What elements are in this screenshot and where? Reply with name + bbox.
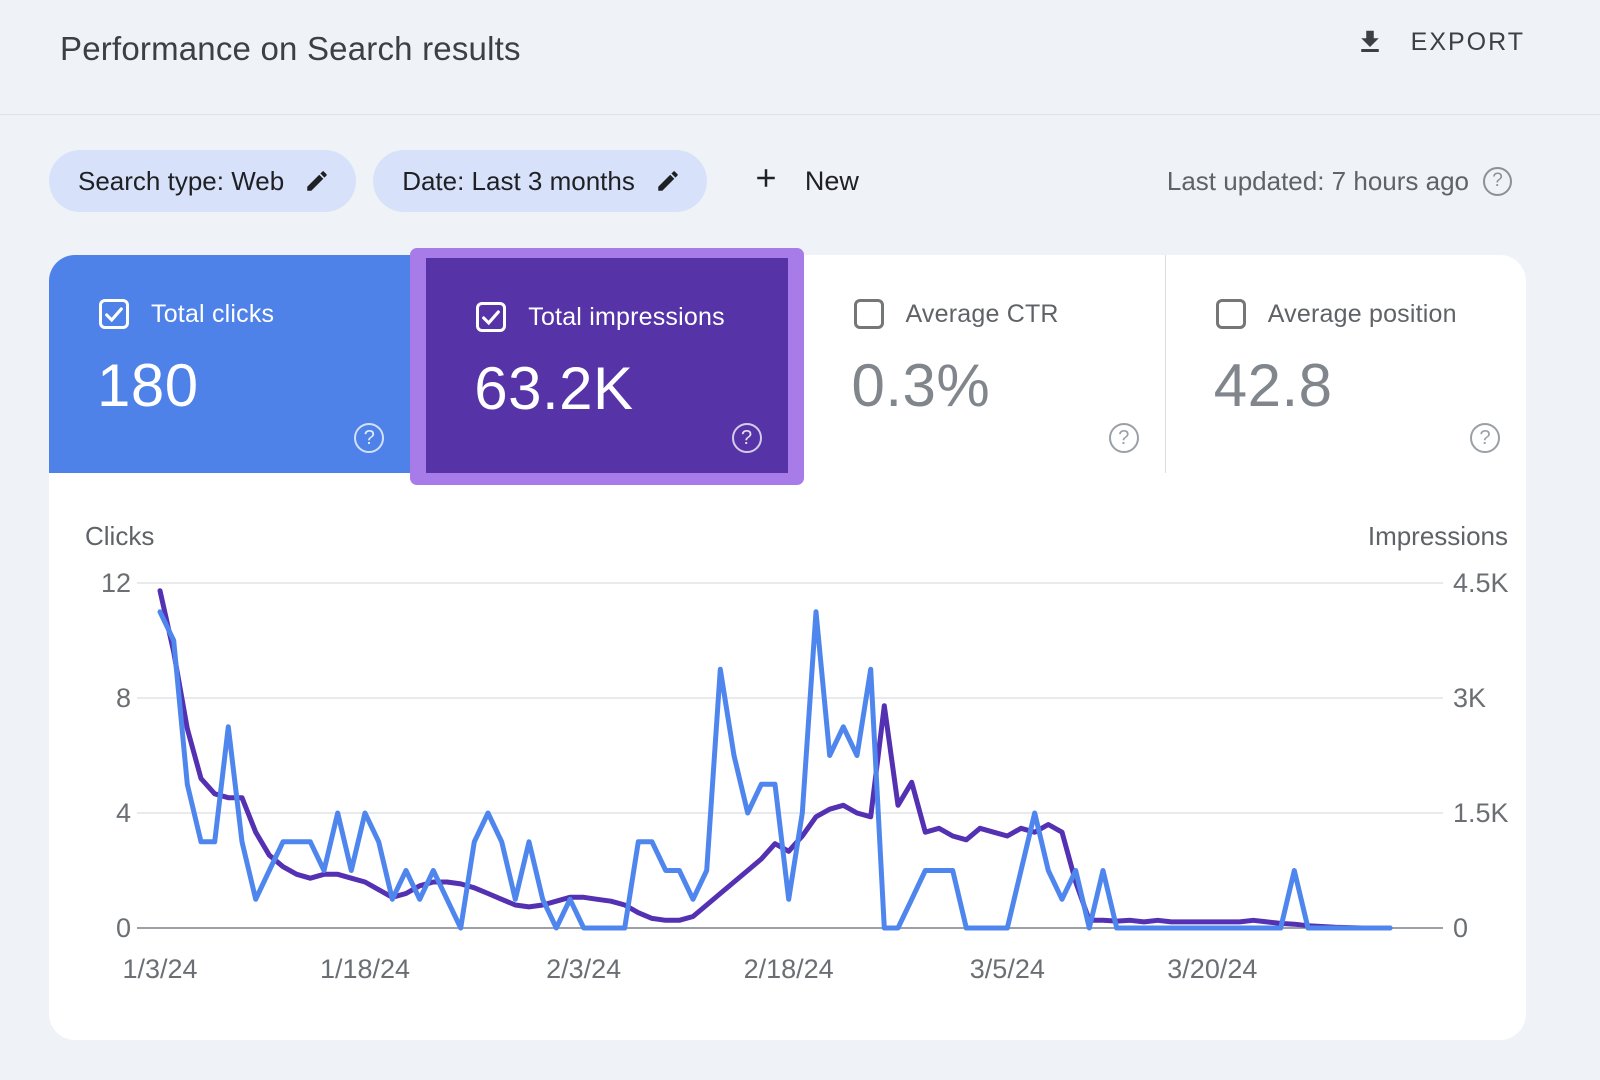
average-ctr-slot: Average CTR 0.3% ? — [803, 255, 1165, 473]
average-position-checkbox[interactable] — [1215, 299, 1246, 329]
date-filter-chip[interactable]: Date: Last 3 months — [373, 150, 707, 212]
total-clicks-slot: Total clicks 180 ? — [49, 255, 411, 473]
help-icon[interactable]: ? — [1108, 423, 1139, 453]
average-ctr-label: Average CTR — [905, 299, 1059, 328]
right-axis-title: Impressions — [1367, 521, 1508, 551]
help-icon[interactable]: ? — [731, 423, 762, 453]
export-button[interactable]: EXPORT — [1349, 26, 1531, 58]
average-position-value: 42.8 — [1213, 352, 1333, 419]
checkmark-icon — [105, 307, 123, 323]
average-ctr-value: 0.3% — [851, 352, 991, 419]
x-axis-tick: 3/5/24 — [969, 954, 1045, 984]
last-updated-text: Last updated: 7 hours ago — [1166, 165, 1469, 196]
metric-cards-row: Total clicks 180 ? Total impressions 63.… — [49, 248, 1526, 485]
average-position-slot: Average position 42.8 ? — [1164, 255, 1526, 473]
header: Performance on Search results EXPORT — [0, 0, 1600, 115]
search-type-chip-label: Search type: Web — [78, 165, 285, 196]
average-position-label: Average position — [1267, 299, 1457, 328]
date-filter-chip-label: Date: Last 3 months — [402, 165, 635, 196]
total-impressions-card[interactable]: Total impressions 63.2K ? — [426, 258, 788, 473]
right-axis-tick: 1.5K — [1453, 798, 1509, 828]
checkmark-icon — [482, 310, 501, 326]
total-clicks-label: Total clicks — [151, 299, 275, 328]
total-clicks-card[interactable]: Total clicks 180 ? — [49, 255, 411, 473]
average-position-card[interactable]: Average position 42.8 ? — [1164, 255, 1526, 473]
page-title: Performance on Search results — [60, 30, 521, 67]
toolbar: Search type: Web Date: Last 3 months New… — [49, 150, 1526, 212]
average-ctr-card[interactable]: Average CTR 0.3% ? — [803, 255, 1165, 473]
left-axis-tick: 0 — [115, 913, 131, 943]
clicks-line[interactable] — [157, 609, 1393, 931]
left-axis-tick: 12 — [100, 568, 131, 598]
total-impressions-checkbox[interactable] — [476, 302, 507, 332]
x-axis-tick: 2/18/24 — [743, 954, 834, 984]
search-type-chip[interactable]: Search type: Web — [49, 150, 357, 212]
help-icon[interactable]: ? — [1483, 166, 1512, 196]
new-button-label: New — [804, 165, 859, 196]
x-axis-tick: 1/3/24 — [122, 954, 198, 984]
total-clicks-value: 180 — [97, 352, 199, 419]
right-axis-tick: 3K — [1453, 683, 1487, 713]
edit-pencil-icon — [304, 168, 330, 194]
help-icon[interactable]: ? — [1470, 423, 1500, 453]
x-axis-tick: 2/3/24 — [546, 954, 622, 984]
last-updated: Last updated: 7 hours ago ? — [1167, 166, 1526, 197]
x-axis-tick: 3/20/24 — [1167, 954, 1258, 984]
total-impressions-label: Total impressions — [528, 302, 725, 331]
export-label: EXPORT — [1410, 27, 1525, 56]
left-axis-tick: 4 — [115, 798, 131, 828]
help-icon[interactable]: ? — [354, 423, 385, 453]
edit-pencil-icon — [655, 168, 681, 194]
performance-chart[interactable] — [49, 473, 1526, 1040]
left-axis-tick: 8 — [115, 683, 131, 713]
download-icon — [1355, 27, 1385, 57]
right-axis-tick: 4.5K — [1453, 568, 1509, 598]
right-axis-tick: 0 — [1453, 913, 1469, 943]
x-axis-tick: 1/18/24 — [319, 954, 411, 984]
plus-icon — [751, 163, 781, 200]
highlight-ring: Total impressions 63.2K ? — [410, 248, 804, 485]
chart-card: Clicks Impressions 12 8 4 0 4.5K 3K 1.5K 0 1/3/2… — [49, 473, 1526, 1040]
total-clicks-checkbox[interactable] — [99, 299, 129, 329]
left-axis-title: Clicks — [85, 521, 155, 551]
average-ctr-checkbox[interactable] — [853, 299, 884, 329]
total-impressions-value: 63.2K — [474, 355, 634, 422]
impressions-line[interactable] — [157, 588, 1393, 931]
new-filter-button[interactable]: New — [737, 150, 873, 212]
